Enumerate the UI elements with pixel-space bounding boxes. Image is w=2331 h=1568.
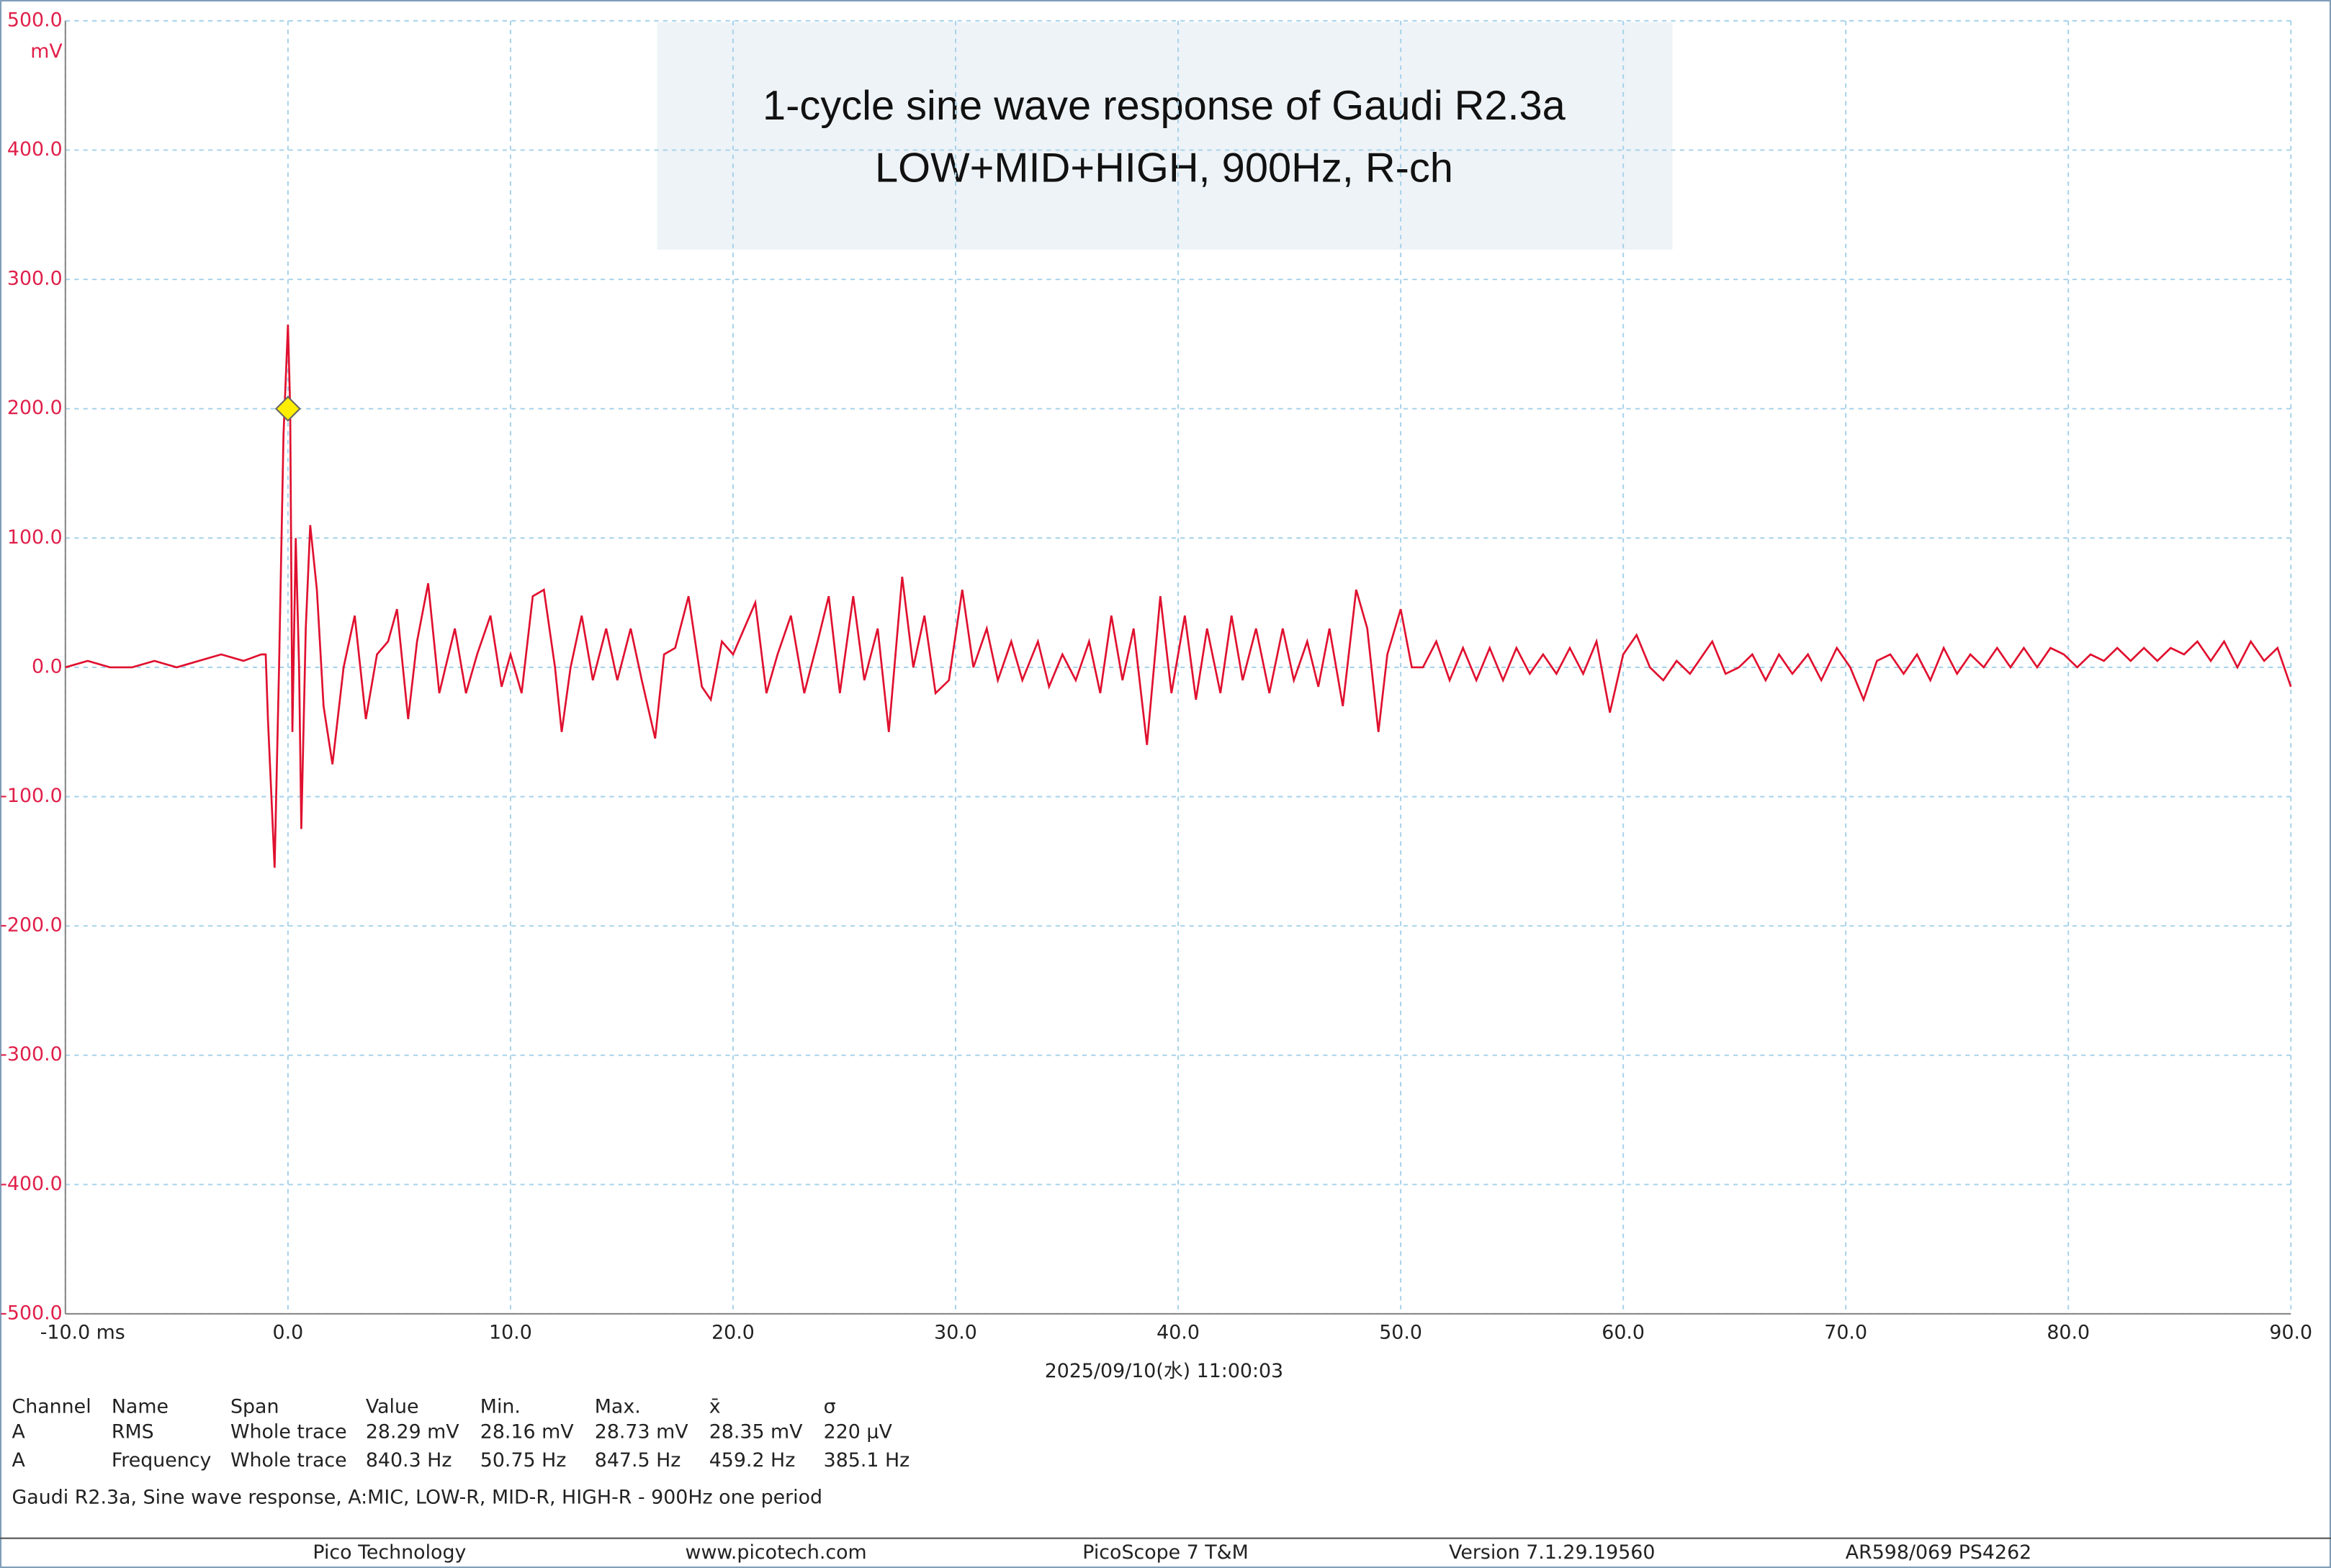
y-tick-label: 400.0 — [7, 138, 63, 161]
measurement-cell: 28.29 mV — [366, 1421, 459, 1443]
measurement-header: Name — [112, 1396, 169, 1418]
measurement-header: x̄ — [709, 1396, 721, 1418]
x-tick-label: 40.0 — [1156, 1321, 1200, 1343]
measurement-header: Max. — [595, 1396, 641, 1418]
y-tick-label: 0.0 — [32, 655, 63, 677]
y-tick-label: 500.0 — [7, 9, 63, 31]
title-box — [657, 22, 1673, 250]
footer-item: AR598/069 PS4262 — [1846, 1541, 2031, 1564]
measurement-header: Min. — [480, 1396, 521, 1418]
x-tick-label: 90.0 — [2269, 1321, 2312, 1343]
measurement-cell: Whole trace — [230, 1421, 347, 1443]
measurement-cell: RMS — [112, 1421, 154, 1443]
measurement-cell: Frequency — [112, 1449, 212, 1472]
footer-item: Version 7.1.29.19560 — [1449, 1541, 1655, 1564]
y-tick-label: -500.0 — [0, 1302, 62, 1324]
x-tick-label: 50.0 — [1379, 1321, 1422, 1343]
chart-title: LOW+MID+HIGH, 900Hz, R-ch — [875, 145, 1453, 192]
measurement-header: Span — [230, 1396, 279, 1418]
x-tick-label: 10.0 — [489, 1321, 532, 1343]
measurement-cell: A — [12, 1449, 26, 1472]
y-tick-label: -100.0 — [0, 785, 62, 807]
y-tick-label: 100.0 — [7, 526, 63, 549]
footer-item: Pico Technology — [313, 1541, 466, 1564]
y-tick-label: -400.0 — [0, 1173, 62, 1195]
measurement-cell: 28.73 mV — [595, 1421, 688, 1443]
measurement-cell: 840.3 Hz — [366, 1449, 452, 1472]
measurement-cell: 50.75 Hz — [480, 1449, 567, 1472]
y-tick-label: -200.0 — [0, 914, 62, 937]
x-tick-label: 60.0 — [1602, 1321, 1645, 1343]
measurement-header: σ — [824, 1396, 836, 1418]
footer-item: PicoScope 7 T&M — [1082, 1541, 1249, 1564]
notes: Gaudi R2.3a, Sine wave response, A:MIC, … — [12, 1486, 823, 1508]
y-tick-label: -300.0 — [0, 1043, 62, 1065]
y-unit: mV — [30, 40, 63, 63]
x-tick-label: 20.0 — [711, 1321, 755, 1343]
x-tick-label: -10.0 ms — [40, 1321, 125, 1343]
x-tick-label: 70.0 — [1824, 1321, 1867, 1343]
measurement-cell: 847.5 Hz — [595, 1449, 681, 1472]
trace — [65, 324, 2292, 868]
measurement-cell: 28.35 mV — [709, 1421, 803, 1443]
measurement-header: Channel — [12, 1396, 91, 1418]
measurement-cell: 28.16 mV — [480, 1421, 574, 1443]
x-tick-label: 80.0 — [2047, 1321, 2090, 1343]
chart-title: 1-cycle sine wave response of Gaudi R2.3… — [763, 83, 1566, 129]
measurement-cell: 385.1 Hz — [824, 1449, 910, 1472]
footer-item: www.picotech.com — [686, 1541, 867, 1564]
measurement-cell: Whole trace — [230, 1449, 347, 1472]
x-tick-label: 30.0 — [934, 1321, 977, 1343]
x-tick-label: 0.0 — [273, 1321, 304, 1343]
timestamp: 2025/09/10(水) 11:00:03 — [1045, 1360, 1283, 1382]
measurement-cell: 220 µV — [824, 1421, 893, 1443]
measurement-cell: 459.2 Hz — [709, 1449, 796, 1472]
measurement-header: Value — [366, 1396, 419, 1418]
ruler-marker — [274, 395, 301, 422]
y-tick-label: 300.0 — [7, 268, 63, 290]
measurement-cell: A — [12, 1421, 26, 1443]
y-tick-label: 200.0 — [7, 397, 63, 419]
